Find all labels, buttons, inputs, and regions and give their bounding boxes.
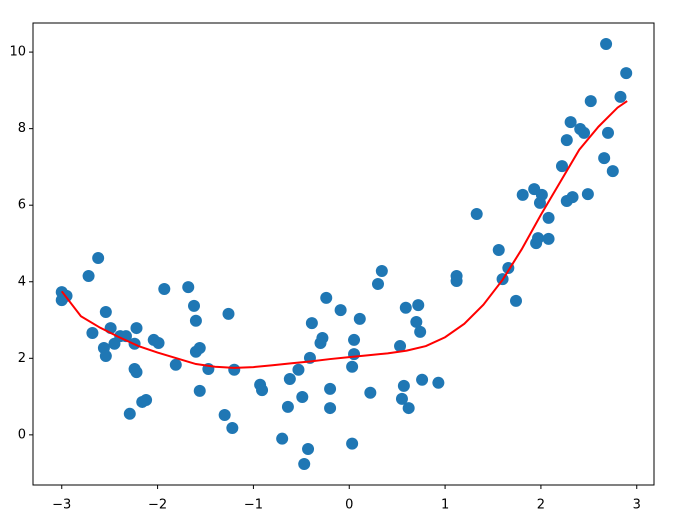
y-tick-label: 0 [18,427,26,442]
y-tick-label: 10 [9,45,26,60]
scatter-point [348,333,361,346]
scatter-point [566,191,579,204]
scatter-point [375,265,388,278]
scatter-point [578,126,591,139]
scatter-point [324,382,337,395]
scatter-point [222,307,235,320]
scatter-point [584,95,597,108]
scatter-point [218,408,231,421]
scatter-point [130,322,143,335]
scatter-point [188,299,200,312]
scatter-point [305,317,318,330]
scatter-point [402,402,415,415]
scatter-point [532,232,545,245]
y-tick-label: 4 [18,274,26,289]
scatter-point [193,341,206,354]
scatter-point [397,379,410,392]
scatter-point [492,243,505,256]
scatter-point [169,358,182,371]
fit-line [60,100,628,369]
scatter-point [600,38,613,51]
scatter-point [395,392,408,405]
scatter-point [542,232,555,245]
scatter-point [193,384,206,397]
scatter-point [470,208,483,221]
scatter-point [158,283,171,296]
scatter-point [256,384,269,397]
scatter-point [302,443,315,456]
x-tick-label: −3 [52,498,71,513]
scatter-point [281,400,294,413]
x-tick-label: −1 [244,498,263,513]
scatter-point [182,281,195,294]
scatter-point [346,360,359,373]
y-tick-label: 6 [18,198,26,213]
scatter-point [292,363,305,376]
scatter-point [324,402,337,415]
x-tick-label: 1 [441,498,449,513]
scatter-point [353,312,366,325]
scatter-point [298,457,311,470]
scatter-point [560,134,573,147]
scatter-point [510,294,522,307]
scatter-point [348,348,361,361]
scatter-point [228,363,241,376]
scatter-point [535,188,548,201]
scatter-point [542,211,555,224]
x-tick-label: 2 [537,498,545,513]
scatter-point [394,340,407,353]
scatter-point [276,432,289,445]
scatter-point [450,274,463,287]
x-tick-label: 3 [633,498,641,513]
y-tick-label: 8 [18,121,26,136]
scatter-point [556,160,568,173]
scatter-point [316,332,329,345]
scatter-point [334,304,347,317]
scatter-point [140,394,153,407]
scatter-point [416,373,429,386]
scatter-point [606,165,619,178]
scatter-point [614,90,627,103]
scatter-point [99,305,112,318]
x-tick-label: 0 [345,498,353,513]
scatter-point [399,301,412,314]
scatter-point [123,407,136,420]
scatter-point [620,67,633,80]
scatter-point [414,325,427,338]
scatter-point [130,366,143,379]
scatter-point [564,116,577,129]
plot-frame [32,22,655,486]
scatter-point [364,386,377,399]
scatter-point [432,376,445,389]
scatter-point [296,390,309,403]
scatter-point [283,372,296,385]
scatter-point [581,188,594,201]
scatter-point [99,350,112,363]
y-tick-label: 2 [18,351,26,366]
scatter-point [372,278,384,291]
scatter-point [602,126,614,139]
plot-area [33,23,654,485]
scatter-point [86,327,99,340]
scatter-point [346,437,359,450]
scatter-point [410,315,423,328]
scatter-point [320,291,333,304]
scatter-point [92,252,105,265]
scatter-point [516,188,529,201]
scatter-point [152,336,165,349]
scatter-point [226,421,239,434]
scatter-point [82,270,95,283]
scatter-point [598,152,611,165]
x-tick-label: −2 [148,498,167,513]
scatter-point [412,299,425,312]
scatter-point [189,314,202,327]
